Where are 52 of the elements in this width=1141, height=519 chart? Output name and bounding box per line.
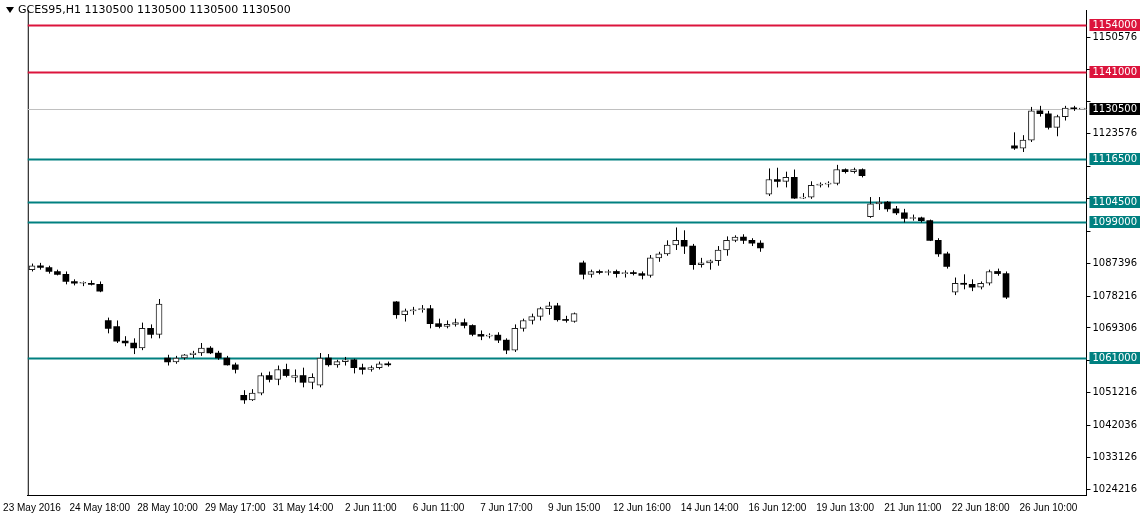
y-tick-label: 1087396 [1092, 256, 1138, 268]
ref-line-label: 1130500 [1092, 102, 1138, 114]
x-tick-label: 29 May 17:00 [204, 501, 267, 513]
x-tick-label: 6 Jun 11:00 [412, 501, 465, 513]
candlestick [934, 237, 942, 258]
y-tick-label: 1123576 [1092, 127, 1138, 139]
x-tick-label: 22 Jun 18:00 [951, 501, 1010, 513]
candlestick [1053, 114, 1061, 137]
x-tick-label: 14 Jun 14:00 [680, 501, 739, 513]
ref-line-label: 1104500 [1092, 195, 1138, 207]
x-tick-label: 2 Jun 11:00 [345, 501, 397, 513]
x-tick-label: 31 May 14:00 [272, 501, 334, 513]
y-tick-label: 1024216 [1092, 482, 1138, 494]
candlestick [553, 302, 561, 323]
y-tick-label: 1051216 [1092, 386, 1138, 398]
x-tick-label: 23 May 2016 [3, 501, 62, 513]
candlestick [833, 164, 840, 186]
y-tick-label: 1042036 [1092, 419, 1138, 431]
x-tick-label: 26 Jun 10:00 [1019, 501, 1078, 513]
candlestick [646, 254, 654, 279]
ref-line-label: 1141000 [1092, 65, 1138, 77]
ref-line-label: 1099000 [1092, 215, 1138, 227]
candlestick [1045, 110, 1052, 130]
chart-title: GCES95,H1 1130500 1130500 1130500 1130500 [18, 3, 291, 16]
y-tick-label: 1078216 [1092, 289, 1138, 301]
candlestick [672, 226, 680, 251]
y-tick-label: 1069306 [1092, 321, 1138, 333]
x-tick-label: 16 Jun 12:00 [748, 501, 807, 513]
x-tick-label: 7 Jun 17:00 [480, 501, 533, 513]
candlestick [274, 365, 281, 386]
ref-line-label: 1154000 [1092, 18, 1138, 30]
candlestick [426, 304, 434, 329]
candlestick [299, 367, 307, 388]
ref-line-label: 1061000 [1092, 351, 1138, 363]
candlestick [765, 167, 773, 197]
candlestick [723, 235, 730, 257]
candlestick [257, 372, 265, 396]
x-tick-label: 21 Jun 11:00 [884, 501, 942, 513]
candlestick [790, 169, 798, 200]
candlestick [774, 167, 781, 188]
ref-line-label: 1116500 [1092, 152, 1138, 164]
x-tick-label: 9 Jun 15:00 [547, 501, 601, 513]
x-tick-label: 28 May 10:00 [137, 501, 199, 513]
candlestick [867, 196, 874, 219]
candlestick [689, 243, 696, 271]
candlestick [511, 323, 519, 353]
x-tick-label: 19 Jun 13:00 [816, 501, 875, 513]
x-tick-label: 12 Jun 16:00 [612, 501, 672, 513]
y-tick-label: 1150576 [1092, 30, 1138, 42]
candlestick [579, 260, 586, 280]
y-tick-label: 1033126 [1092, 450, 1138, 462]
x-tick-label: 24 May 18:00 [69, 501, 131, 513]
